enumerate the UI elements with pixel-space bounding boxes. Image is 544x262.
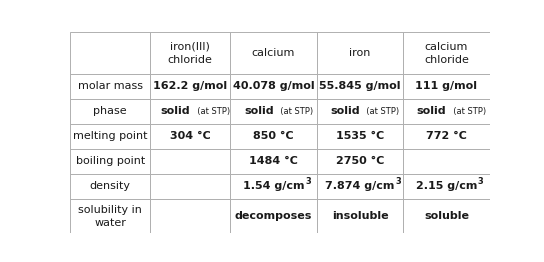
Bar [403,32,490,74]
Bar [150,174,230,199]
Text: iron(III)
chloride: iron(III) chloride [168,42,213,65]
Text: 3: 3 [478,177,484,186]
Text: solid: solid [330,106,360,116]
Bar [150,124,230,149]
Text: soluble: soluble [424,211,469,221]
Text: 3: 3 [395,177,401,186]
Bar [317,124,403,149]
Text: (at STP): (at STP) [275,107,313,116]
Bar [403,124,490,149]
Text: calcium
chloride: calcium chloride [424,42,469,65]
Text: 40.078 g/mol: 40.078 g/mol [233,81,314,91]
Text: (at STP): (at STP) [448,107,486,116]
Bar [150,32,230,74]
Text: 2.15 g/cm: 2.15 g/cm [416,181,477,191]
Text: 162.2 g/mol: 162.2 g/mol [153,81,227,91]
Text: 304 °C: 304 °C [170,131,211,141]
Bar [70,74,150,99]
Bar [403,99,490,124]
Text: density: density [90,181,131,191]
Bar [230,149,317,174]
Bar [403,174,490,199]
Text: 2750 °C: 2750 °C [336,156,384,166]
Text: solubility in
water: solubility in water [78,205,142,228]
Bar [317,32,403,74]
Bar [70,149,150,174]
Bar [317,174,403,199]
Text: 850 °C: 850 °C [253,131,294,141]
Bar [403,199,490,234]
Text: 772 °C: 772 °C [426,131,467,141]
Bar [317,74,403,99]
Bar [70,199,150,234]
Bar [70,32,150,74]
Bar [230,32,317,74]
Text: (at STP): (at STP) [361,107,399,116]
Text: 3: 3 [305,177,311,186]
Bar [150,99,230,124]
Text: molar mass: molar mass [78,81,143,91]
Text: (at STP): (at STP) [191,107,230,116]
Text: insoluble: insoluble [332,211,388,221]
Text: 55.845 g/mol: 55.845 g/mol [319,81,401,91]
Text: 111 g/mol: 111 g/mol [416,81,478,91]
Bar [70,174,150,199]
Bar [403,149,490,174]
Bar [317,199,403,234]
Text: 1535 °C: 1535 °C [336,131,384,141]
Bar [230,124,317,149]
Text: solid: solid [244,106,274,116]
Bar [317,99,403,124]
Bar [150,149,230,174]
Text: 1.54 g/cm: 1.54 g/cm [243,181,304,191]
Bar [230,99,317,124]
Text: phase: phase [94,106,127,116]
Bar [70,124,150,149]
Text: solid: solid [160,106,190,116]
Text: decomposes: decomposes [235,211,312,221]
Bar [70,99,150,124]
Text: 1484 °C: 1484 °C [249,156,298,166]
Text: solid: solid [417,106,447,116]
Bar [230,74,317,99]
Bar [317,149,403,174]
Bar [150,74,230,99]
Text: melting point: melting point [73,131,147,141]
Text: boiling point: boiling point [76,156,145,166]
Text: calcium: calcium [252,48,295,58]
Text: 7.874 g/cm: 7.874 g/cm [325,181,394,191]
Bar [403,74,490,99]
Text: iron: iron [349,48,370,58]
Bar [150,199,230,234]
Bar [230,199,317,234]
Bar [230,174,317,199]
